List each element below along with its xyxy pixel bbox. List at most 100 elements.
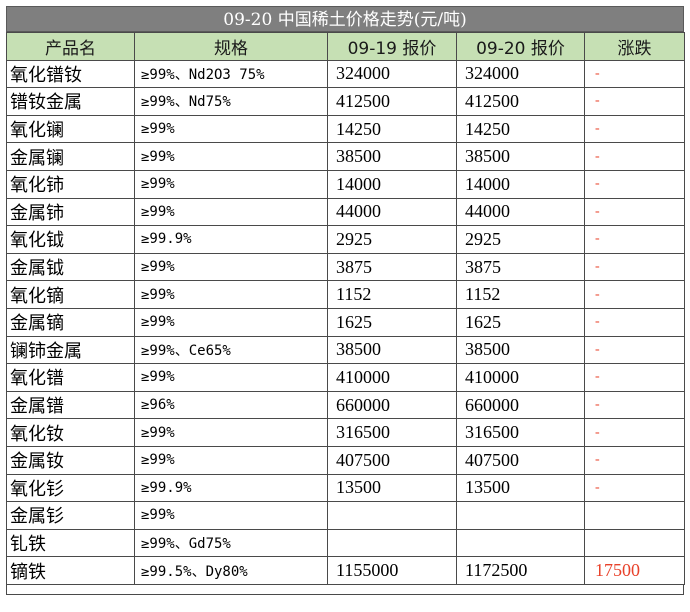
table-row: 氧化钐 ≥99.9% 13500 13500-	[6, 473, 685, 503]
spec-cell: ≥99%	[134, 197, 328, 227]
table-row: 钆铁 ≥99%、Gd75%	[6, 528, 685, 558]
table-row: 氧化钕 ≥99% 316500 316500-	[6, 418, 685, 447]
prev-price: 407500	[327, 445, 457, 475]
curr-price: 14250	[456, 114, 585, 144]
change-cell: -	[584, 363, 685, 392]
product-name: 氧化镨钕	[6, 59, 135, 89]
product-name: 金属钺	[6, 252, 135, 282]
header-row: 产品名 规格 09-19 报价 09-20 报价 涨跌	[6, 32, 685, 61]
table-row: 氧化镧 ≥99% 14250 14250-	[6, 114, 685, 144]
change-cell: -	[584, 280, 685, 309]
spec-cell: ≥99.5%、Dy80%	[134, 556, 328, 585]
price-table: 产品名 规格 09-19 报价 09-20 报价 涨跌 氧化镨钕 ≥99%、Nd2…	[6, 32, 685, 585]
spec-cell: ≥99%	[134, 307, 328, 337]
change-cell: -	[584, 169, 685, 199]
product-name: 氧化镨	[6, 363, 135, 392]
prev-price: 2925	[327, 225, 457, 254]
curr-price: 3875	[456, 252, 585, 282]
change-cell: -	[584, 225, 685, 254]
curr-price: 1152	[456, 280, 585, 309]
product-name: 镨钕金属	[6, 87, 135, 116]
table-row: 氧化铈 ≥99% 14000 14000-	[6, 169, 685, 199]
curr-price: 38500	[456, 335, 585, 365]
prev-price: 316500	[327, 418, 457, 447]
prev-price	[327, 528, 457, 558]
product-name: 钆铁	[6, 528, 135, 558]
table-footer-edge	[6, 584, 684, 595]
spec-cell: ≥99%	[134, 169, 328, 199]
prev-price: 14000	[327, 169, 457, 199]
spec-cell: ≥99%、Nd75%	[134, 87, 328, 116]
prev-price: 410000	[327, 363, 457, 392]
table-row: 金属镧 ≥99% 38500 38500-	[6, 142, 685, 171]
prev-price: 1625	[327, 307, 457, 337]
curr-price	[456, 528, 585, 558]
spec-cell: ≥99%	[134, 280, 328, 309]
curr-price: 410000	[456, 363, 585, 392]
prev-price: 38500	[327, 142, 457, 171]
product-name: 镧铈金属	[6, 335, 135, 365]
curr-price	[456, 501, 585, 530]
change-cell: -	[584, 114, 685, 144]
table-row: 氧化钺 ≥99.9% 2925 2925-	[6, 225, 685, 254]
header-change: 涨跌	[584, 32, 685, 61]
curr-price: 407500	[456, 445, 585, 475]
table-row: 金属钐 ≥99%	[6, 501, 685, 530]
change-cell	[584, 501, 685, 530]
product-name: 氧化钐	[6, 473, 135, 503]
spec-cell: ≥99%	[134, 363, 328, 392]
curr-price: 316500	[456, 418, 585, 447]
change-cell: -	[584, 390, 685, 420]
curr-price: 412500	[456, 87, 585, 116]
change-cell: -	[584, 252, 685, 282]
change-cell: 17500	[584, 556, 685, 585]
table-row: 镧铈金属 ≥99%、Ce65% 38500 38500-	[6, 335, 685, 365]
spec-cell: ≥99%、Gd75%	[134, 528, 328, 558]
price-table-container: 09-20 中国稀土价格走势(元/吨) 产品名 规格 09-19 报价 09-2…	[6, 6, 685, 595]
curr-price: 38500	[456, 142, 585, 171]
header-product-name: 产品名	[6, 32, 135, 61]
table-row: 金属铈 ≥99% 44000 44000-	[6, 197, 685, 227]
table-row: 金属镨 ≥96% 660000 660000-	[6, 390, 685, 420]
table-row: 金属镝 ≥99% 1625 1625-	[6, 307, 685, 337]
change-cell: -	[584, 418, 685, 447]
table-row: 氧化镝 ≥99% 1152 1152-	[6, 280, 685, 309]
change-cell	[584, 528, 685, 558]
spec-cell: ≥96%	[134, 390, 328, 420]
change-cell: -	[584, 445, 685, 475]
product-name: 金属镨	[6, 390, 135, 420]
product-name: 金属镧	[6, 142, 135, 171]
table-row: 金属钺 ≥99% 3875 3875-	[6, 252, 685, 282]
prev-price: 660000	[327, 390, 457, 420]
curr-price: 44000	[456, 197, 585, 227]
product-name: 金属镝	[6, 307, 135, 337]
product-name: 氧化镝	[6, 280, 135, 309]
curr-price: 13500	[456, 473, 585, 503]
prev-price: 412500	[327, 87, 457, 116]
header-curr-price: 09-20 报价	[456, 32, 585, 61]
table-row: 氧化镨钕 ≥99%、Nd2O3 75% 324000 324000-	[6, 59, 685, 89]
table-title: 09-20 中国稀土价格走势(元/吨)	[6, 6, 684, 32]
curr-price: 1172500	[456, 556, 585, 585]
spec-cell: ≥99.9%	[134, 473, 328, 503]
product-name: 氧化钺	[6, 225, 135, 254]
prev-price: 13500	[327, 473, 457, 503]
product-name: 金属铈	[6, 197, 135, 227]
table-row: 镨钕金属 ≥99%、Nd75% 412500 412500-	[6, 87, 685, 116]
spec-cell: ≥99%	[134, 501, 328, 530]
prev-price: 1155000	[327, 556, 457, 585]
change-cell: -	[584, 59, 685, 89]
prev-price: 324000	[327, 59, 457, 89]
header-prev-price: 09-19 报价	[327, 32, 457, 61]
header-spec: 规格	[134, 32, 328, 61]
table-row: 镝铁 ≥99.5%、Dy80% 1155000 1172500 17500	[6, 556, 685, 585]
change-cell: -	[584, 473, 685, 503]
product-name: 镝铁	[6, 556, 135, 585]
table-row: 氧化镨 ≥99% 410000 410000-	[6, 363, 685, 392]
curr-price: 2925	[456, 225, 585, 254]
curr-price: 660000	[456, 390, 585, 420]
spec-cell: ≥99%	[134, 142, 328, 171]
product-name: 氧化钕	[6, 418, 135, 447]
curr-price: 14000	[456, 169, 585, 199]
change-cell: -	[584, 142, 685, 171]
